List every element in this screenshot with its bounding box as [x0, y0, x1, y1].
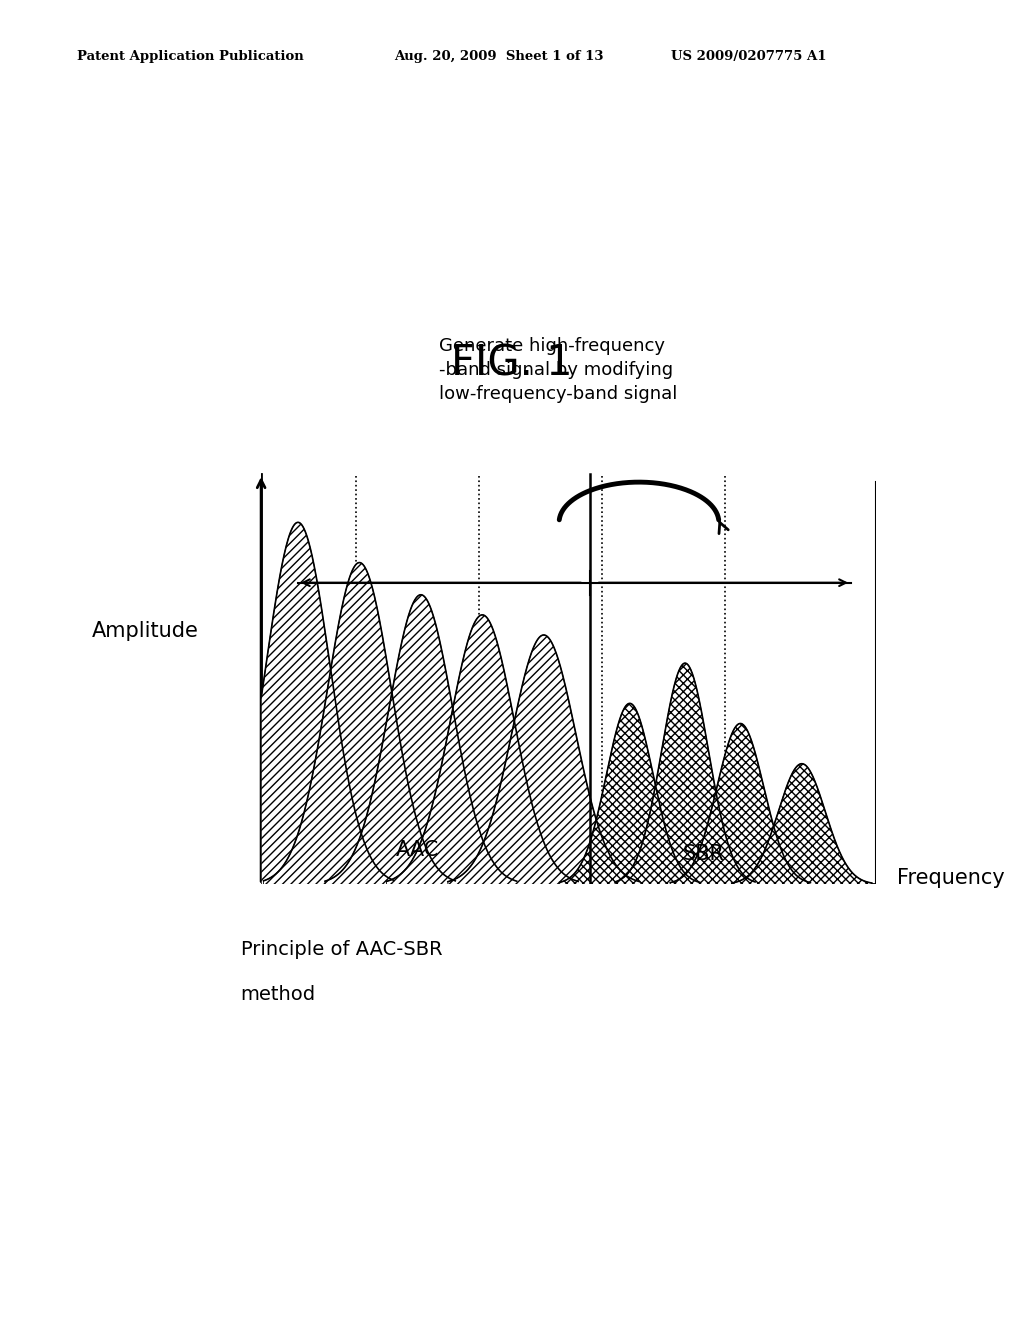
Text: AAC: AAC [396, 841, 439, 861]
Text: method: method [241, 985, 315, 1003]
Text: Aug. 20, 2009  Sheet 1 of 13: Aug. 20, 2009 Sheet 1 of 13 [394, 50, 604, 63]
Text: Patent Application Publication: Patent Application Publication [77, 50, 303, 63]
Text: Amplitude: Amplitude [92, 620, 199, 642]
Text: SBR: SBR [683, 845, 724, 865]
Text: FIG. 1: FIG. 1 [452, 342, 572, 384]
Text: Principle of AAC-SBR: Principle of AAC-SBR [241, 940, 442, 958]
Text: US 2009/0207775 A1: US 2009/0207775 A1 [671, 50, 826, 63]
Text: Generate high-frequency
-band signal by modifying
low-frequency-band signal: Generate high-frequency -band signal by … [439, 338, 677, 403]
Text: Frequency: Frequency [897, 867, 1005, 888]
